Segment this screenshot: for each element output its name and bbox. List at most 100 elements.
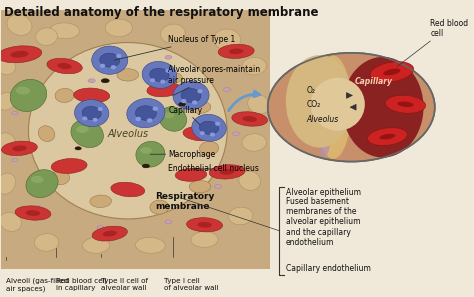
Ellipse shape: [34, 206, 41, 209]
Ellipse shape: [75, 147, 82, 150]
Ellipse shape: [191, 232, 218, 247]
Text: Nucleus of Type 1: Nucleus of Type 1: [114, 35, 236, 60]
Ellipse shape: [0, 173, 16, 194]
Ellipse shape: [82, 116, 87, 121]
Ellipse shape: [160, 80, 165, 84]
Text: Alveolar pores-maintain
air pressure: Alveolar pores-maintain air pressure: [168, 65, 261, 95]
Ellipse shape: [116, 54, 121, 58]
Ellipse shape: [175, 168, 207, 181]
Ellipse shape: [286, 55, 354, 148]
Ellipse shape: [10, 79, 47, 111]
Ellipse shape: [397, 102, 413, 107]
Ellipse shape: [1, 141, 37, 156]
Text: Type II cell of
alveolar wall: Type II cell of alveolar wall: [100, 278, 148, 291]
Ellipse shape: [26, 170, 58, 198]
Ellipse shape: [111, 182, 145, 197]
Ellipse shape: [233, 132, 239, 135]
Ellipse shape: [31, 176, 44, 183]
Ellipse shape: [380, 134, 395, 139]
Ellipse shape: [239, 171, 261, 190]
Text: Alveoli (gas-filled
air spaces): Alveoli (gas-filled air spaces): [6, 278, 68, 292]
Ellipse shape: [179, 102, 185, 106]
Ellipse shape: [189, 101, 211, 113]
Ellipse shape: [228, 207, 253, 225]
Ellipse shape: [0, 133, 16, 152]
Ellipse shape: [71, 120, 103, 148]
Ellipse shape: [105, 19, 132, 37]
Ellipse shape: [117, 69, 138, 81]
Ellipse shape: [164, 72, 182, 83]
Text: Capillary: Capillary: [355, 77, 393, 86]
Ellipse shape: [183, 127, 217, 141]
Circle shape: [268, 53, 435, 162]
Ellipse shape: [242, 57, 266, 75]
Ellipse shape: [34, 81, 42, 86]
Ellipse shape: [153, 106, 158, 111]
Ellipse shape: [159, 107, 187, 131]
Ellipse shape: [73, 88, 109, 103]
Ellipse shape: [136, 117, 141, 121]
Ellipse shape: [229, 48, 243, 54]
Ellipse shape: [38, 126, 55, 142]
Text: Red blood cell
in capillary: Red blood cell in capillary: [55, 278, 106, 291]
Ellipse shape: [150, 68, 169, 81]
Ellipse shape: [50, 23, 80, 39]
Ellipse shape: [385, 95, 426, 113]
Text: Alveolus: Alveolus: [107, 129, 148, 139]
Text: Macrophage: Macrophage: [150, 150, 216, 159]
Ellipse shape: [12, 159, 18, 162]
Ellipse shape: [342, 57, 423, 157]
Ellipse shape: [51, 159, 87, 173]
Ellipse shape: [224, 88, 231, 91]
Ellipse shape: [15, 206, 51, 220]
Ellipse shape: [192, 114, 226, 141]
Text: Alveolar epithelium: Alveolar epithelium: [286, 188, 361, 197]
Ellipse shape: [214, 185, 222, 189]
Ellipse shape: [110, 65, 116, 69]
Ellipse shape: [189, 180, 211, 193]
Ellipse shape: [82, 237, 109, 253]
Ellipse shape: [200, 131, 205, 135]
Ellipse shape: [242, 134, 266, 151]
Ellipse shape: [150, 78, 155, 82]
Bar: [1, 10, 270, 269]
Text: Respiratory
membrane: Respiratory membrane: [155, 192, 214, 211]
Ellipse shape: [165, 55, 172, 59]
Ellipse shape: [101, 79, 109, 83]
Ellipse shape: [147, 82, 181, 97]
Ellipse shape: [90, 195, 111, 208]
Ellipse shape: [315, 56, 351, 159]
Ellipse shape: [214, 29, 241, 50]
Text: Alveolus: Alveolus: [306, 115, 338, 124]
Ellipse shape: [16, 86, 30, 95]
Ellipse shape: [136, 237, 165, 253]
Ellipse shape: [164, 112, 174, 119]
Ellipse shape: [12, 146, 27, 151]
Ellipse shape: [197, 89, 203, 93]
Ellipse shape: [142, 61, 177, 88]
Ellipse shape: [173, 81, 209, 110]
Text: Capillary: Capillary: [168, 106, 202, 125]
Text: CO₂: CO₂: [306, 100, 320, 109]
Text: Detailed anatomy of the respiratory membrane: Detailed anatomy of the respiratory memb…: [4, 6, 318, 19]
Ellipse shape: [187, 218, 223, 232]
Ellipse shape: [74, 99, 109, 127]
Ellipse shape: [76, 126, 89, 133]
Ellipse shape: [218, 44, 254, 59]
Ellipse shape: [97, 226, 104, 230]
Text: Red blood
cell: Red blood cell: [430, 19, 468, 38]
Ellipse shape: [150, 200, 169, 214]
Text: O₂: O₂: [306, 86, 315, 94]
Ellipse shape: [248, 95, 270, 114]
Ellipse shape: [10, 51, 28, 58]
Ellipse shape: [0, 46, 42, 63]
Ellipse shape: [0, 212, 21, 231]
Ellipse shape: [103, 230, 117, 237]
Text: Type I cell
of alveolar wall: Type I cell of alveolar wall: [164, 278, 219, 291]
Ellipse shape: [26, 210, 40, 216]
Ellipse shape: [315, 57, 333, 157]
Ellipse shape: [243, 116, 257, 122]
Ellipse shape: [142, 164, 149, 168]
Ellipse shape: [215, 122, 220, 126]
Ellipse shape: [209, 165, 245, 179]
